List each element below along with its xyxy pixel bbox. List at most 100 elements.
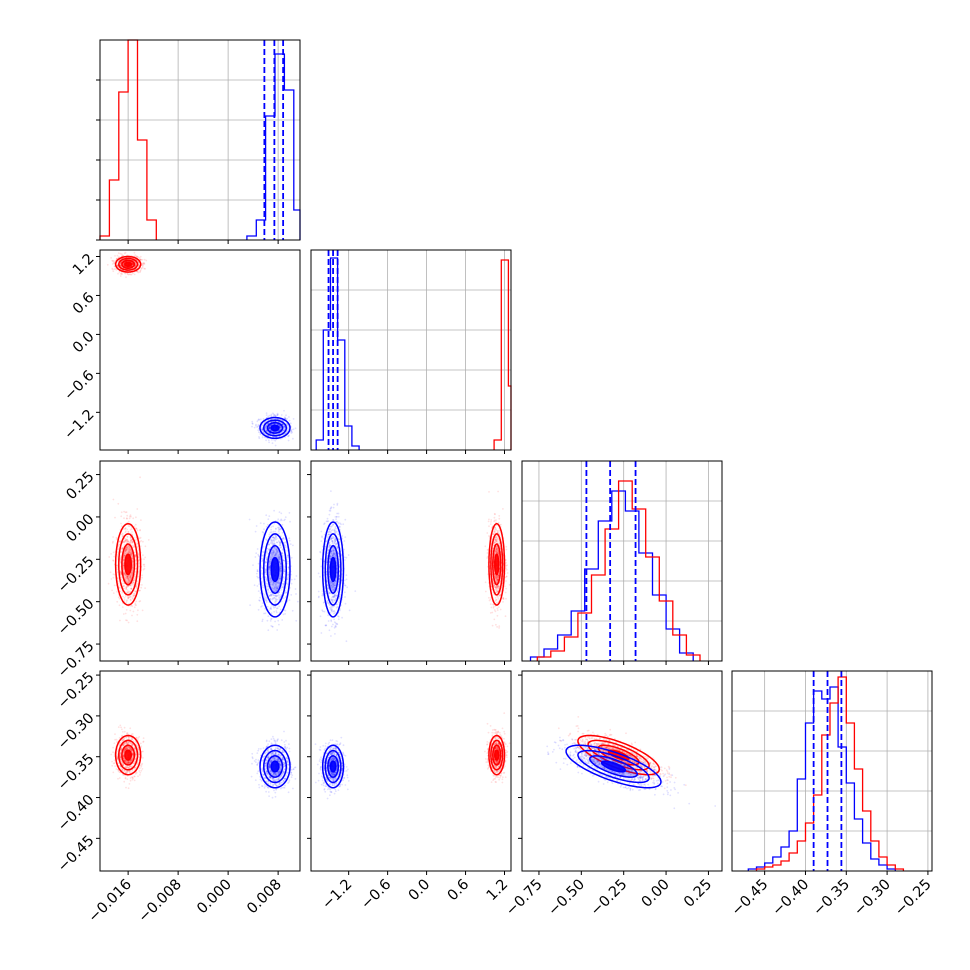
scatter-point [260,581,263,583]
scatter-point [333,553,335,555]
scatter-point [274,444,277,447]
scatter-point [496,547,499,549]
scatter-point [276,412,279,415]
panel-contents [107,476,299,632]
scatter-point [124,549,127,552]
scatter-point [138,264,140,266]
scatter-point [285,591,288,594]
scatter-point [112,559,114,562]
scatter-point [484,590,487,593]
scatter-point [128,579,131,582]
scatter-point [273,438,275,441]
scatter-point [125,546,128,549]
scatter-point [286,562,289,565]
scatter-point [266,430,268,432]
scatter-point [265,578,268,581]
panel-2-0 [99,460,301,662]
scatter-point [301,427,303,429]
scatter-point [277,556,280,558]
scatter-point [130,574,132,577]
scatter-point [495,546,498,548]
scatter-point [331,525,334,527]
scatter-point [125,511,128,513]
scatter-point [138,258,141,260]
contour-blue [270,424,280,432]
scatter-point [495,529,498,532]
scatter-point [119,262,122,265]
panel-1-1 [310,249,512,451]
scatter-point [290,432,293,434]
scatter-point [324,624,327,627]
scatter-point [264,556,267,559]
scatter-point [273,414,276,417]
scatter-point [261,436,264,439]
scatter-point [132,546,135,549]
scatter-point [134,556,137,558]
panel-frame [99,39,301,241]
scatter-point [284,436,286,439]
scatter-point [121,591,124,594]
scatter-point [326,557,328,560]
scatter-point [263,432,266,435]
scatter-point [333,584,336,587]
scatter-point [332,585,335,588]
scatter-point [123,540,125,543]
scatter-point [110,257,112,259]
scatter-point [256,420,259,423]
scatter-point [497,537,499,540]
scatter-point [269,424,272,427]
scatter-point [495,587,497,590]
scatter-point [282,429,285,432]
scatter-point [332,536,334,538]
scatter-point [123,554,126,557]
scatter-point [330,538,332,540]
scatter-point [138,537,141,540]
scatter-point [270,578,273,581]
scatter-point [128,273,131,276]
scatter-point [256,425,259,428]
scatter-point [496,551,498,554]
scatter-point [125,587,128,590]
scatter-point [128,550,131,553]
scatter-point [135,527,138,530]
scatter-point [125,530,127,533]
scatter-point [291,431,294,434]
scatter-point [139,545,142,547]
scatter-point [498,606,500,608]
scatter-point [122,564,125,567]
scatter-point [273,538,276,540]
scatter-point [129,576,132,578]
scatter-point [123,573,126,575]
scatter-point [493,520,495,523]
scatter-point [272,542,274,545]
scatter-point [126,538,128,541]
scatter-point [498,532,500,535]
scatter-point [495,552,498,554]
scatter-point [282,434,285,436]
scatter-point [279,557,281,560]
scatter-point [261,602,264,604]
scatter-point [131,561,134,563]
scatter-point [495,576,498,579]
scatter-point [282,423,284,426]
scatter-point [144,587,147,589]
scatter-point [119,540,121,543]
scatter-point [269,424,272,427]
scatter-point [318,595,320,598]
scatter-point [132,610,135,613]
scatter-point [283,570,285,572]
scatter-point [287,426,290,429]
scatter-point [136,255,138,258]
scatter-point [497,574,499,577]
scatter-point [260,566,263,568]
scatter-point [271,423,274,426]
scatter-point [124,540,127,542]
scatter-point [330,609,333,612]
scatter-point [266,547,269,550]
scatter-point [495,599,498,601]
scatter-point [120,522,122,525]
scatter-point [257,419,260,421]
scatter-point [276,537,278,540]
scatter-point [267,591,269,593]
scatter-point [133,594,136,597]
